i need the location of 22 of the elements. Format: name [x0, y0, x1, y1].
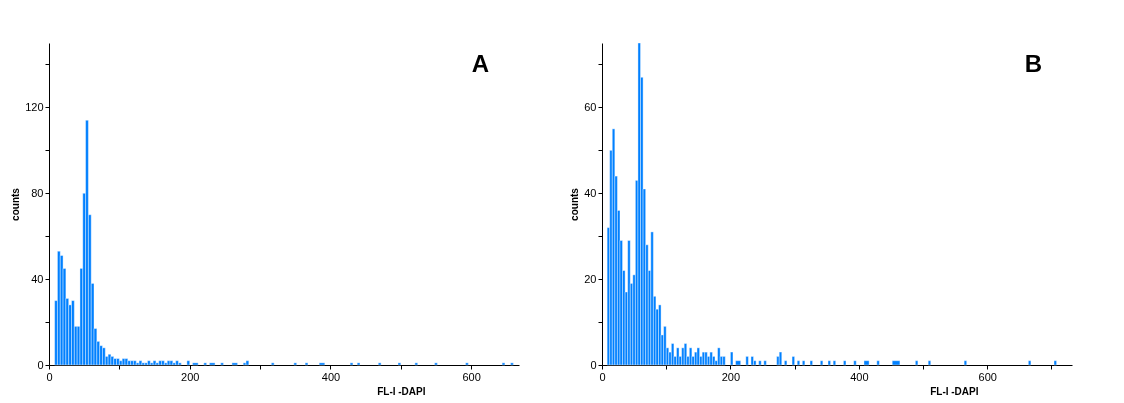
- x-axis-title: FL-I -DAPI: [930, 385, 979, 397]
- x-tick-label: 600: [978, 370, 997, 383]
- y-tick-label: 40: [31, 272, 44, 285]
- y-tick-label: 60: [584, 100, 597, 113]
- y-tick-label: 40: [584, 186, 597, 199]
- x-tick-label: 400: [321, 370, 341, 383]
- y-tick-label: 0: [590, 358, 597, 371]
- y-tick-label: 20: [584, 272, 597, 285]
- y-axis-title: counts: [569, 187, 581, 221]
- x-tick-label: 0: [46, 370, 53, 383]
- x-tick-label: 0: [599, 370, 606, 383]
- annotation: A: [471, 50, 489, 77]
- x-tick-label: 200: [721, 370, 741, 383]
- x-tick-label: 400: [850, 370, 869, 383]
- y-tick-label: 0: [37, 358, 44, 371]
- y-tick-label: 120: [25, 100, 44, 113]
- y-tick-label: 80: [31, 186, 44, 199]
- y-axis-title: counts: [10, 187, 22, 221]
- x-tick-label: 600: [462, 370, 481, 383]
- x-axis-title: FL-I -DAPI: [377, 385, 426, 397]
- annotation: B: [1024, 50, 1042, 77]
- x-tick-label: 200: [181, 370, 200, 383]
